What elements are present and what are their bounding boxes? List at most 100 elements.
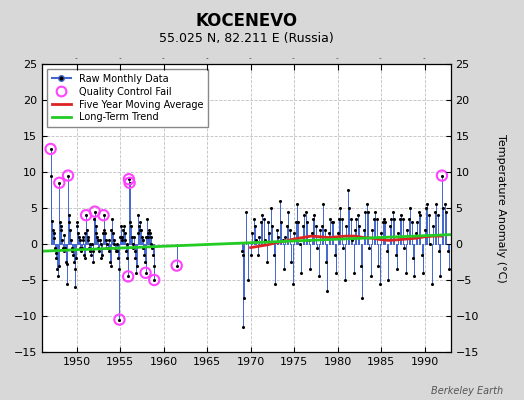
- Point: [431, 208, 439, 215]
- Point: [96, 237, 104, 244]
- Point: [59, 244, 67, 251]
- Point: [300, 212, 309, 218]
- Point: [126, 219, 135, 226]
- Point: [76, 244, 84, 251]
- Point: [142, 234, 150, 240]
- Point: [47, 146, 55, 152]
- Point: [96, 241, 105, 247]
- Point: [268, 223, 277, 229]
- Point: [429, 223, 438, 229]
- Point: [354, 212, 362, 218]
- Point: [286, 226, 294, 233]
- Point: [281, 234, 290, 240]
- Point: [289, 280, 297, 287]
- Point: [326, 216, 334, 222]
- Point: [265, 230, 274, 236]
- Point: [271, 280, 279, 287]
- Point: [98, 252, 106, 258]
- Point: [72, 255, 80, 262]
- Point: [314, 273, 323, 280]
- Point: [95, 248, 103, 254]
- Point: [296, 241, 304, 247]
- Point: [62, 259, 70, 265]
- Point: [127, 234, 136, 240]
- Point: [391, 252, 400, 258]
- Point: [57, 226, 66, 233]
- Point: [270, 252, 278, 258]
- Point: [66, 219, 74, 226]
- Point: [359, 226, 368, 233]
- Point: [319, 201, 328, 208]
- Point: [75, 237, 84, 244]
- Point: [335, 216, 343, 222]
- Point: [172, 262, 181, 269]
- Point: [401, 270, 410, 276]
- Point: [304, 237, 313, 244]
- Point: [93, 234, 101, 240]
- Point: [358, 295, 366, 301]
- Point: [115, 316, 124, 323]
- Point: [294, 219, 303, 226]
- Point: [248, 230, 256, 236]
- Point: [80, 252, 88, 258]
- Point: [144, 234, 152, 240]
- Point: [299, 223, 307, 229]
- Point: [422, 205, 430, 211]
- Point: [117, 234, 126, 240]
- Point: [125, 176, 133, 182]
- Point: [345, 205, 353, 211]
- Point: [403, 226, 411, 233]
- Point: [246, 252, 255, 258]
- Point: [297, 270, 305, 276]
- Point: [307, 230, 315, 236]
- Point: [64, 212, 73, 218]
- Point: [138, 234, 146, 240]
- Point: [88, 241, 96, 247]
- Point: [303, 219, 311, 226]
- Point: [414, 208, 423, 215]
- Point: [89, 259, 97, 265]
- Point: [130, 234, 138, 240]
- Text: KOCENEVO: KOCENEVO: [195, 12, 297, 30]
- Point: [259, 216, 268, 222]
- Point: [147, 241, 156, 247]
- Point: [239, 324, 247, 330]
- Point: [333, 230, 342, 236]
- Point: [261, 237, 269, 244]
- Point: [137, 226, 145, 233]
- Point: [140, 252, 148, 258]
- Point: [136, 226, 144, 233]
- Point: [105, 248, 114, 254]
- Point: [101, 230, 109, 236]
- Point: [141, 270, 150, 276]
- Point: [97, 255, 105, 262]
- Point: [312, 223, 320, 229]
- Point: [127, 223, 135, 229]
- Point: [144, 230, 152, 236]
- Point: [355, 223, 364, 229]
- Point: [150, 277, 158, 283]
- Point: [102, 244, 111, 251]
- Point: [72, 223, 81, 229]
- Point: [79, 237, 88, 244]
- Point: [106, 262, 115, 269]
- Point: [394, 230, 402, 236]
- Point: [47, 172, 56, 179]
- Point: [47, 146, 55, 152]
- Point: [140, 259, 149, 265]
- Point: [135, 223, 143, 229]
- Point: [383, 248, 391, 254]
- Point: [91, 223, 100, 229]
- Point: [368, 226, 377, 233]
- Point: [436, 273, 445, 280]
- Point: [336, 205, 345, 211]
- Point: [133, 262, 141, 269]
- Point: [111, 244, 119, 251]
- Point: [244, 277, 253, 283]
- Point: [369, 216, 378, 222]
- Point: [390, 216, 398, 222]
- Point: [412, 230, 420, 236]
- Point: [342, 223, 351, 229]
- Point: [78, 244, 86, 251]
- Point: [75, 234, 83, 240]
